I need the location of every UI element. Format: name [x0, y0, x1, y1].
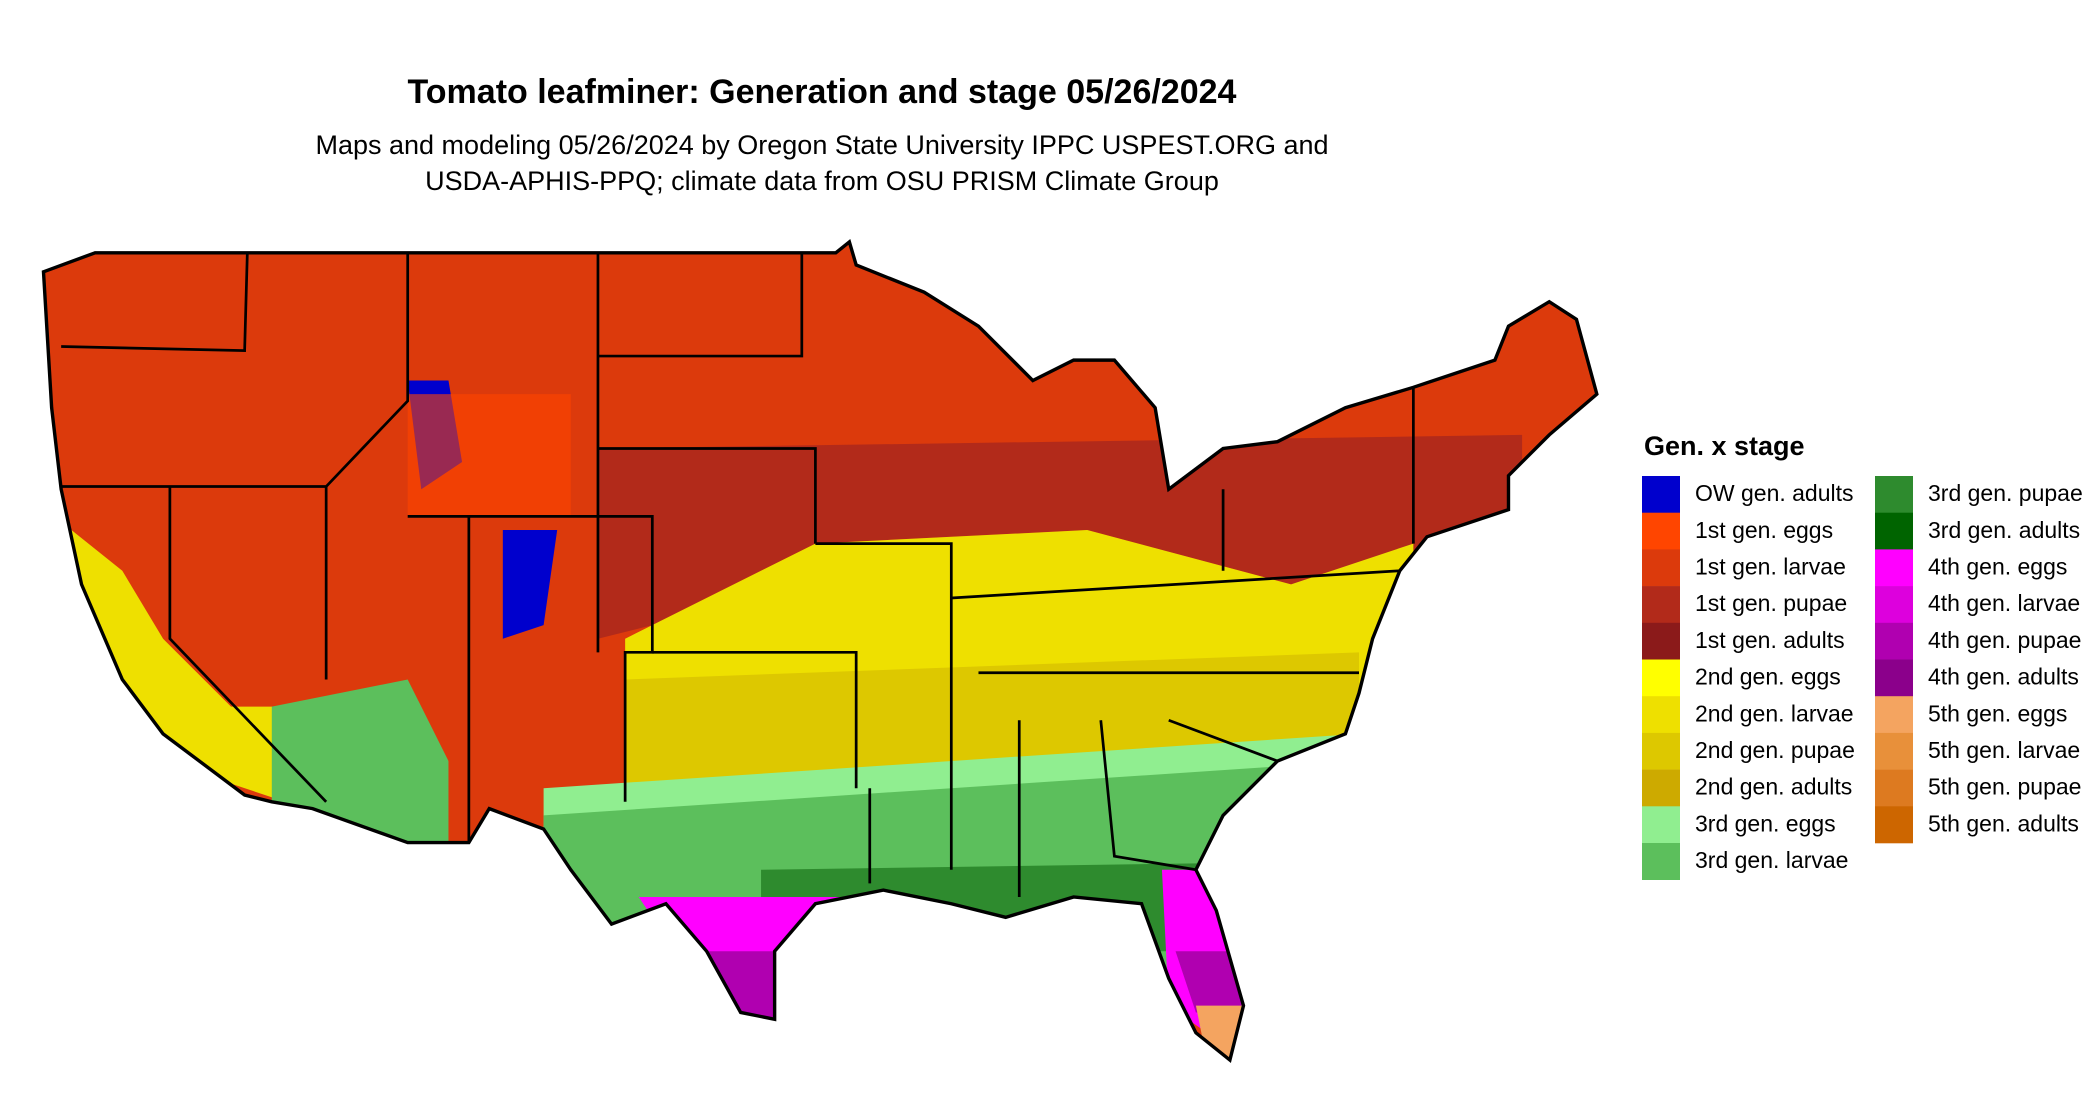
legend-label: 4th gen. larvae — [1928, 590, 2080, 616]
legend-label: 5th gen. eggs — [1928, 700, 2067, 726]
legend-label: 2nd gen. adults — [1695, 774, 1852, 800]
legend-swatch — [1642, 769, 1680, 807]
legend-label: 5th gen. pupae — [1928, 774, 2081, 800]
legend-swatch — [1642, 659, 1680, 697]
map-title: Tomato leafminer: Generation and stage 0… — [408, 73, 1237, 111]
legend-label: 3rd gen. adults — [1928, 517, 2080, 543]
legend-swatch — [1642, 806, 1680, 844]
legend-swatch — [1875, 549, 1913, 587]
legend-label: 3rd gen. larvae — [1695, 847, 1848, 873]
legend-label: 2nd gen. eggs — [1695, 664, 1841, 690]
legend-swatch — [1642, 843, 1680, 880]
legend-label: 5th gen. larvae — [1928, 737, 2080, 763]
legend-swatch — [1642, 696, 1680, 734]
legend-label: 4th gen. pupae — [1928, 627, 2081, 653]
legend-swatch — [1875, 806, 1913, 844]
map-subtitle: USDA-APHIS-PPQ; climate data from OSU PR… — [425, 166, 1219, 196]
legend-label: OW gen. adults — [1695, 480, 1854, 506]
legend-title: Gen. x stage — [1644, 431, 1805, 461]
legend-swatch — [1875, 476, 1913, 513]
legend-label: 5th gen. adults — [1928, 810, 2079, 836]
legend-label: 2nd gen. pupae — [1695, 737, 1855, 763]
legend-swatch — [1642, 622, 1680, 660]
legend-label: 1st gen. adults — [1695, 627, 1845, 653]
legend-swatch — [1875, 732, 1913, 770]
legend-swatch — [1875, 622, 1913, 660]
legend-swatch — [1875, 696, 1913, 734]
legend-swatch — [1642, 732, 1680, 770]
legend-label: 4th gen. adults — [1928, 664, 2079, 690]
legend-swatch — [1875, 586, 1913, 624]
legend-swatch — [1642, 512, 1680, 550]
legend-swatch — [1875, 769, 1913, 807]
legend-swatch — [1642, 476, 1680, 513]
legend-swatch — [1875, 512, 1913, 550]
legend-label: 2nd gen. larvae — [1695, 700, 1854, 726]
legend-swatch — [1642, 549, 1680, 587]
legend-swatch — [1875, 659, 1913, 697]
legend-label: 3rd gen. eggs — [1695, 810, 1836, 836]
legend-label: 1st gen. larvae — [1695, 553, 1846, 579]
legend-label: 3rd gen. pupae — [1928, 480, 2083, 506]
legend-label: 4th gen. eggs — [1928, 553, 2067, 579]
legend: OW gen. adults 1st gen. eggs 1st gen. larv… — [1642, 476, 2083, 880]
legend-label: 1st gen. pupae — [1695, 590, 1847, 616]
legend-label: 1st gen. eggs — [1695, 517, 1833, 543]
legend-swatch — [1642, 586, 1680, 624]
map-subtitle: Maps and modeling 05/26/2024 by Oregon S… — [315, 130, 1328, 160]
